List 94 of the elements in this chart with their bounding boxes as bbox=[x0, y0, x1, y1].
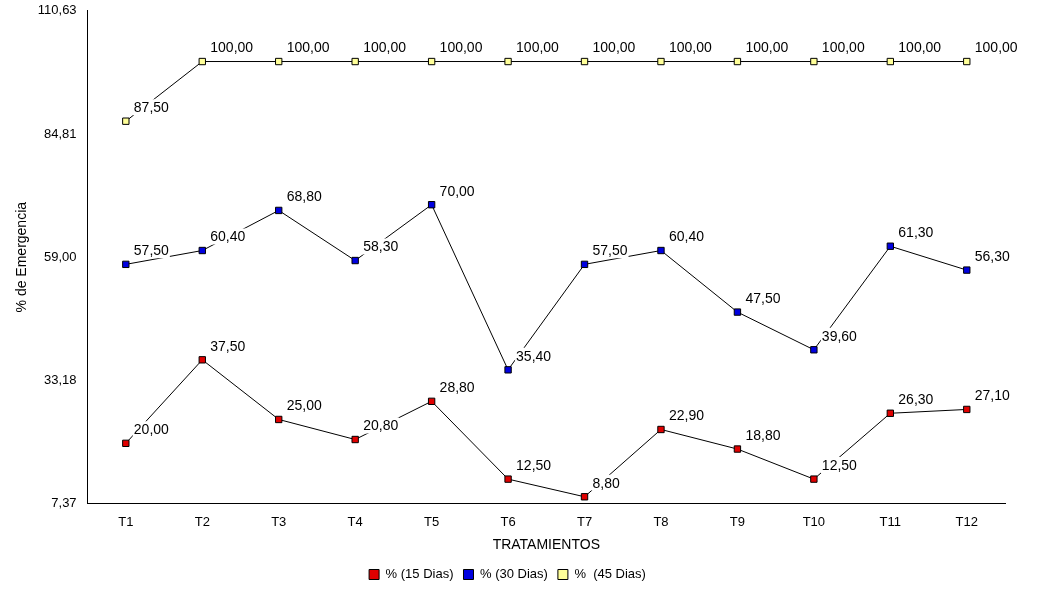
data-label: 22,90 bbox=[668, 407, 705, 424]
x-tick-label: T8 bbox=[653, 513, 669, 529]
data-label: 100,00 bbox=[286, 39, 330, 56]
y-tick-label: 84,81 bbox=[44, 125, 77, 141]
data-label: 35,40 bbox=[516, 347, 552, 364]
point bbox=[275, 57, 283, 66]
y-axis-title: % de Emergencia bbox=[13, 201, 30, 313]
data-label: 60,40 bbox=[668, 228, 705, 245]
data-label: 100,00 bbox=[439, 39, 483, 56]
data-label: 100,00 bbox=[668, 39, 713, 56]
data-label: 25,00 bbox=[286, 397, 322, 414]
data-label: 28,80 bbox=[439, 379, 475, 396]
point bbox=[427, 397, 436, 406]
point bbox=[580, 260, 589, 269]
point bbox=[198, 57, 206, 66]
point bbox=[810, 475, 818, 483]
point bbox=[886, 57, 895, 66]
y-tick-label: 33,18 bbox=[44, 372, 77, 387]
data-label: 26,30 bbox=[898, 391, 934, 408]
point bbox=[351, 256, 359, 265]
data-label: 100,00 bbox=[745, 39, 789, 56]
data-label: 58,30 bbox=[363, 238, 399, 255]
x-tick-label: T5 bbox=[424, 513, 440, 529]
data-label: 8,80 bbox=[592, 474, 620, 491]
data-label: 100,00 bbox=[974, 39, 1018, 56]
data-label: 60,40 bbox=[210, 228, 246, 245]
point bbox=[427, 57, 436, 66]
point bbox=[963, 266, 971, 274]
point bbox=[963, 57, 971, 66]
legend-label: % (15 Dias) bbox=[385, 566, 454, 582]
data-label: 57,50 bbox=[592, 242, 628, 259]
x-tick-label: T2 bbox=[194, 513, 210, 529]
point bbox=[504, 475, 512, 483]
point bbox=[275, 206, 283, 215]
data-label: 70,00 bbox=[439, 182, 475, 199]
point bbox=[504, 57, 512, 66]
x-tick-label: T1 bbox=[118, 513, 134, 529]
data-label: 100,00 bbox=[516, 39, 560, 56]
point bbox=[733, 445, 742, 453]
data-label: 61,30 bbox=[898, 224, 934, 241]
point bbox=[657, 246, 665, 255]
x-tick-label: T3 bbox=[271, 513, 287, 529]
data-label: 20,00 bbox=[133, 421, 170, 438]
data-label: 12,50 bbox=[821, 456, 858, 473]
point bbox=[504, 366, 512, 374]
point bbox=[122, 439, 130, 448]
data-label: 47,50 bbox=[745, 289, 781, 306]
x-tick-label: T12 bbox=[955, 513, 978, 529]
data-label: 56,30 bbox=[974, 247, 1011, 264]
data-label: 100,00 bbox=[210, 39, 254, 56]
point bbox=[580, 493, 589, 501]
point bbox=[810, 346, 818, 354]
point bbox=[657, 57, 665, 66]
point bbox=[427, 201, 436, 209]
data-label: 68,80 bbox=[286, 188, 322, 205]
x-tick-label: T10 bbox=[802, 513, 826, 529]
point bbox=[733, 57, 742, 66]
data-label: 18,80 bbox=[745, 426, 781, 443]
x-tick-label: T6 bbox=[500, 513, 516, 529]
data-label: 87,50 bbox=[133, 99, 170, 116]
data-label: 100,00 bbox=[592, 39, 636, 56]
point bbox=[275, 415, 283, 424]
data-label: 27,10 bbox=[974, 387, 1011, 404]
x-tick-label: T7 bbox=[576, 513, 593, 529]
x-tick-label: T4 bbox=[347, 513, 363, 529]
point bbox=[351, 435, 359, 444]
legend-label: % (30 Dias) bbox=[479, 566, 548, 582]
point bbox=[122, 117, 130, 125]
point bbox=[580, 57, 589, 66]
x-tick-label: T9 bbox=[729, 513, 746, 529]
y-tick-label: 110,63 bbox=[37, 2, 77, 18]
point bbox=[963, 405, 971, 414]
x-tick-label: T11 bbox=[879, 513, 902, 529]
point bbox=[657, 425, 665, 434]
point bbox=[733, 308, 742, 316]
legend-label: % (45 Dias) bbox=[574, 566, 646, 582]
point bbox=[351, 57, 359, 66]
data-label: 12,50 bbox=[516, 456, 552, 473]
data-label: 57,50 bbox=[133, 242, 170, 259]
point bbox=[198, 356, 206, 364]
data-label: 37,50 bbox=[210, 337, 246, 354]
x-axis-title: TRATAMIENTOS bbox=[492, 536, 600, 553]
point bbox=[886, 409, 895, 417]
data-label: 39,60 bbox=[821, 327, 858, 344]
point bbox=[122, 260, 130, 269]
y-tick-label: 59,00 bbox=[44, 248, 77, 264]
point bbox=[886, 242, 895, 250]
point bbox=[810, 57, 818, 66]
data-label: 100,00 bbox=[821, 39, 865, 56]
y-tick-label: 7,37 bbox=[51, 495, 77, 511]
point bbox=[198, 246, 206, 255]
data-label: 100,00 bbox=[898, 39, 942, 56]
data-label: 20,80 bbox=[363, 417, 399, 434]
data-label: 100,00 bbox=[363, 39, 407, 56]
